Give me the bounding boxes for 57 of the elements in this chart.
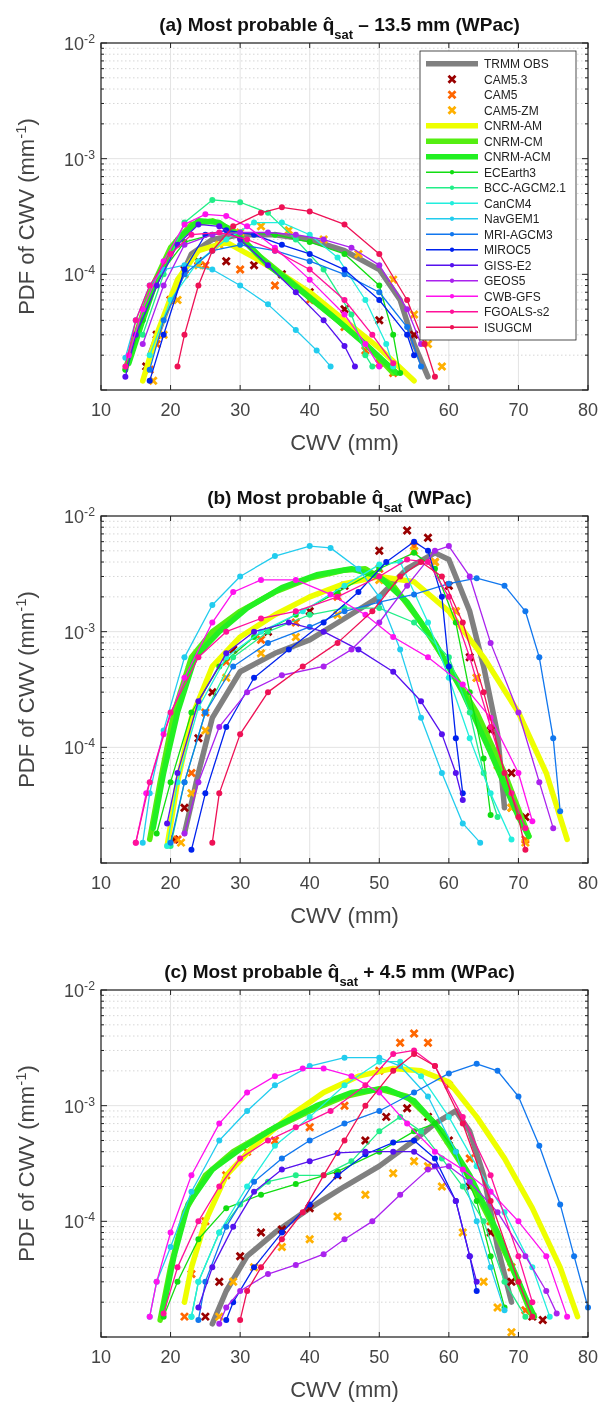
x-tick-label: 10 [90,400,112,420]
y-tick-label: 10$^{-4}$ [64,1210,96,1233]
legend-label: CAM5 [484,88,518,103]
x-tick-label: 70 [508,873,529,893]
y-tick-label: 10$^{-2}$ [64,505,96,527]
x-tick-label: 70 [508,1347,529,1367]
x-tick-label: 20 [160,1347,181,1367]
x-axis-title: CWV (mm) [290,903,399,928]
x-tick-label: 60 [438,1347,459,1367]
x-tick-label: 20 [160,873,181,893]
y-tick-label: 10$^{-2}$ [64,32,96,54]
legend-label: FGOALS-s2 [484,305,550,320]
x-tick-label: 10 [90,873,112,893]
legend-label: CNRM-ACM [484,150,551,165]
y-tick-label: 10$^{-3}$ [64,1094,96,1117]
x-tick-label: 20 [160,400,181,420]
y-tick-label: 10$^{-4}$ [64,263,96,286]
chart-title: (b) Most probable q̂$_{sat}$ (WPac) [207,487,472,515]
legend-label: BCC-AGCM2.1 [484,181,567,196]
legend-label: CAM5.3 [484,72,528,87]
x-tick-label: 80 [577,400,599,420]
x-tick-label: 30 [230,873,251,893]
x-tick-label: 40 [299,1347,320,1367]
x-tick-label: 80 [577,873,599,893]
y-tick-label: 10$^{-2}$ [64,979,96,1001]
x-tick-label: 60 [438,400,459,420]
y-tick-label: 10$^{-3}$ [64,147,96,170]
chart-title: (c) Most probable q̂$_{sat}$ + 4.5 mm (WPac) [164,961,515,989]
legend-label: NavGEM1 [484,212,540,227]
legend-label: GEOS5 [484,274,526,289]
legend-label: MRI-AGCM3 [484,227,553,242]
legend-label: TRMM OBS [484,57,549,72]
legend-label: MIROC5 [484,243,531,258]
x-axis-title: CWV (mm) [290,1377,399,1402]
x-tick-label: 50 [369,1347,390,1367]
legend-label: ISUGCM [484,320,532,335]
legend-label: CAM5-ZM [484,103,539,118]
x-tick-label: 10 [90,1347,112,1367]
legend-label: GISS-E2 [484,258,532,273]
x-tick-label: 70 [508,400,529,420]
x-tick-label: 50 [369,400,390,420]
x-tick-label: 50 [369,873,390,893]
chart-title: (a) Most probable q̂$_{sat}$ – 13.5 mm (WPac) [159,14,520,42]
legend-label: CanCM4 [484,196,532,211]
legend-label: ECEarth3 [484,165,537,180]
y-tick-label: 10$^{-4}$ [64,736,96,759]
legend-label: CNRM-CM [484,134,543,149]
x-tick-label: 40 [299,873,320,893]
x-tick-label: 30 [230,1347,251,1367]
x-tick-label: 30 [230,400,251,420]
x-tick-label: 60 [438,873,459,893]
legend-label: CNRM-AM [484,119,542,134]
legend-label: CWB-GFS [484,289,541,304]
x-axis-title: CWV (mm) [290,430,399,455]
x-tick-label: 40 [299,400,320,420]
y-tick-label: 10$^{-3}$ [64,620,96,643]
x-tick-label: 80 [577,1347,599,1367]
